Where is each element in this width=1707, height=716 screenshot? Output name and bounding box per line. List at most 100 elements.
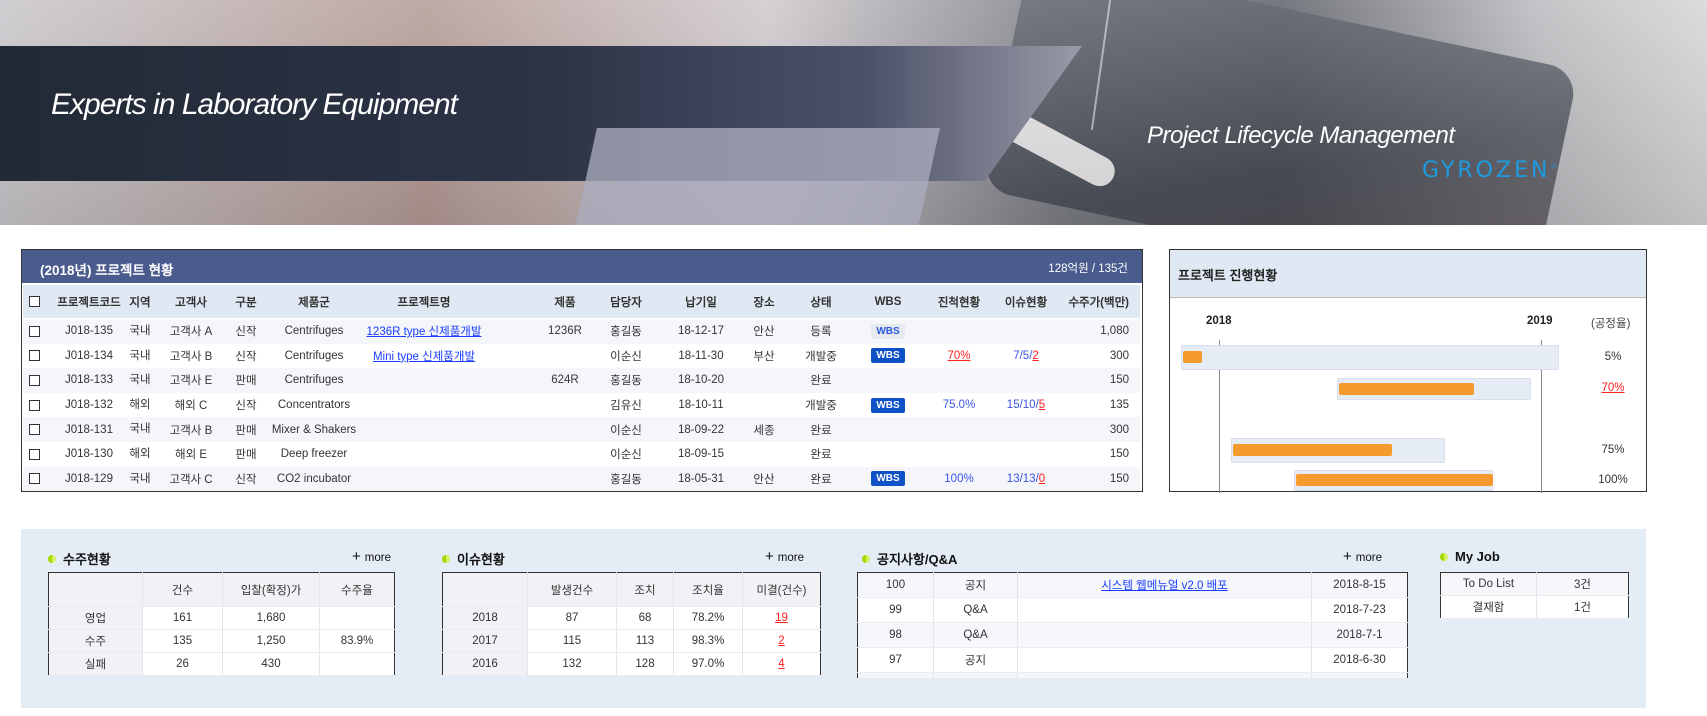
axis-line-end <box>1541 340 1542 493</box>
row-select[interactable] <box>24 467 44 492</box>
column-header-project-name[interactable]: 프로젝트명 <box>397 296 451 309</box>
cell-link[interactable]: 19 <box>775 612 788 624</box>
table-row[interactable]: 수주 135 1,250 83.9% <box>48 629 395 653</box>
cell-link[interactable]: 2 <box>778 635 785 647</box>
table-row[interactable]: J018-130 해외 해외 E 판매 Deep freezer 이순신 18-09-15 완… <box>23 442 1140 467</box>
open-issue-count[interactable]: 2 <box>1032 349 1039 362</box>
row-select[interactable] <box>24 319 44 344</box>
cell-code: J018-130 <box>65 448 113 461</box>
column-header-type[interactable]: 구분 <box>235 296 257 309</box>
cell-project-name <box>339 417 509 442</box>
checkbox[interactable] <box>28 399 40 411</box>
checkbox[interactable] <box>28 424 40 436</box>
progress-panel-title: 프로젝트 진행현황 <box>1178 268 1278 283</box>
cell-product <box>535 344 595 369</box>
issues-more-link[interactable]: + more <box>765 548 804 565</box>
checkbox[interactable] <box>28 325 40 337</box>
table-row[interactable]: J018-132 해외 해외 C 신작 Concentrators 김유신 18-10-11… <box>23 393 1140 418</box>
row-select[interactable] <box>24 442 44 467</box>
cell-product: 624R <box>551 374 579 387</box>
table-row[interactable]: J018-133 국내 고객사 E 판매 Centrifuges 624R 홍길동 18-10… <box>23 368 1140 393</box>
checkbox[interactable] <box>28 473 40 485</box>
table-row[interactable]: 2017 115 113 98.3% 2 <box>442 629 821 653</box>
column-header-place[interactable]: 장소 <box>753 296 775 309</box>
column-header-wbs[interactable]: WBS <box>874 295 902 308</box>
checkbox[interactable] <box>28 448 40 460</box>
table-row[interactable]: 100 공지 시스템 웹메뉴얼 v2.0 배포 2018-8-15 <box>857 572 1408 598</box>
cell-link[interactable]: 시스템 웹메뉴얼 v2.0 배포 <box>1101 580 1228 592</box>
wbs-button[interactable]: WBS <box>871 471 905 487</box>
cell-region: 국내 <box>129 423 151 436</box>
gyrozen-logo[interactable]: GYROZEN® <box>1422 158 1561 183</box>
column-header-issues[interactable]: 이슈현황 <box>1004 296 1048 309</box>
gantt-track[interactable] <box>1337 378 1532 400</box>
gantt-progress-fill <box>1295 474 1494 486</box>
column-header-code[interactable]: 프로젝트코드 <box>57 296 121 309</box>
open-issue-count[interactable]: 0 <box>1038 472 1046 485</box>
gantt-track[interactable] <box>1181 345 1559 370</box>
cell-manager: 이순신 <box>610 449 642 462</box>
column-header-product[interactable]: 제품 <box>554 296 576 309</box>
cell-product-group: Centrifuges <box>284 349 344 362</box>
table-row[interactable]: J018-134 국내 고객사 B 신작 Centrifuges Mini type 신제… <box>23 344 1140 369</box>
column-header-manager[interactable]: 담당자 <box>610 296 642 309</box>
orders-more-link[interactable]: + more <box>352 548 391 565</box>
cell-link[interactable]: 3건 <box>1574 579 1591 591</box>
checkbox[interactable] <box>28 350 40 362</box>
wbs-button[interactable]: WBS <box>871 348 905 364</box>
row-select[interactable] <box>24 417 44 442</box>
checkbox[interactable] <box>28 374 40 386</box>
progress-value[interactable]: 70% <box>947 349 971 362</box>
cell-progress <box>924 368 994 393</box>
table-cell: 78.2% <box>673 606 743 630</box>
table-row[interactable]: 2016 132 128 97.0% 4 <box>442 652 821 676</box>
row-select[interactable] <box>24 368 44 393</box>
table-row[interactable]: 영업 161 1,680 <box>48 606 395 630</box>
table-row[interactable]: J018-129 국내 고객사 C 신작 CO2 incubator 홍길동 18-05-3… <box>23 466 1140 492</box>
table-row[interactable]: 실패 26 430 <box>48 652 395 676</box>
notices-more-link[interactable]: + more <box>1343 548 1382 565</box>
gantt-track[interactable] <box>1231 438 1445 463</box>
table-row[interactable]: 결재함 1건 <box>1440 595 1629 619</box>
column-header-due-date[interactable]: 납기일 <box>685 296 717 309</box>
cell-manager: 홍길동 <box>610 473 642 486</box>
wbs-button[interactable]: WBS <box>871 397 905 413</box>
table-row[interactable]: J018-131 국내 고객사 B 판매 Mixer & Shakers 이순신 18-09… <box>23 417 1140 442</box>
column-header-progress[interactable]: 진척현황 <box>937 296 981 309</box>
table-cell: 2 <box>742 629 821 653</box>
column-header-product-group[interactable]: 제품군 <box>298 296 330 309</box>
table-row[interactable]: 99 Q&A 2018-7-23 <box>857 597 1408 623</box>
cell-link[interactable]: 4 <box>778 658 785 670</box>
row-select[interactable] <box>24 344 44 369</box>
table-cell: 128 <box>616 652 674 676</box>
project-name-link[interactable]: Mini type 신제품개발 <box>372 350 476 363</box>
gantt-track[interactable] <box>1293 470 1494 491</box>
column-header <box>48 572 143 607</box>
header-select-all[interactable] <box>24 285 44 318</box>
cell-place <box>739 442 789 467</box>
cell-product-group: Deep freezer <box>280 448 348 461</box>
row-select[interactable] <box>24 393 44 418</box>
column-header-status[interactable]: 상태 <box>810 296 832 309</box>
open-issue-count[interactable]: 5 <box>1038 399 1046 412</box>
column-header-price[interactable]: 수주가(백만) <box>1068 296 1129 309</box>
table-row[interactable]: J018-135 국내 고객사 A 신작 Centrifuges 1236R type 신… <box>23 319 1140 344</box>
cell-link[interactable]: 1건 <box>1574 602 1591 614</box>
table-row[interactable]: 97 공지 2018-6-30 <box>857 647 1408 673</box>
column-header-region[interactable]: 지역 <box>129 296 151 309</box>
table-row[interactable]: 98 Q&A 2018-7-1 <box>857 622 1408 648</box>
cell-price: 1,080 <box>1100 325 1129 338</box>
cell-type: 판매 <box>235 424 257 437</box>
table-row[interactable]: 2018 87 68 78.2% 19 <box>442 606 821 630</box>
table-row[interactable]: To Do List 3건 <box>1440 572 1629 596</box>
table-cell: 1건 <box>1536 595 1629 619</box>
table-cell: 2017 <box>442 629 528 653</box>
project-name-link[interactable]: 1236R type 신제품개발 <box>366 326 482 339</box>
cell-customer: 고객사 E <box>169 375 213 388</box>
checkbox[interactable] <box>28 296 40 307</box>
column-header-customer[interactable]: 고객사 <box>175 296 207 309</box>
issue-counts: 13/13/ <box>1006 472 1039 485</box>
myjob-title: My Job <box>1440 549 1500 564</box>
wbs-button[interactable]: WBS <box>871 323 905 339</box>
table-cell: 2018-7-1 <box>1311 622 1408 648</box>
